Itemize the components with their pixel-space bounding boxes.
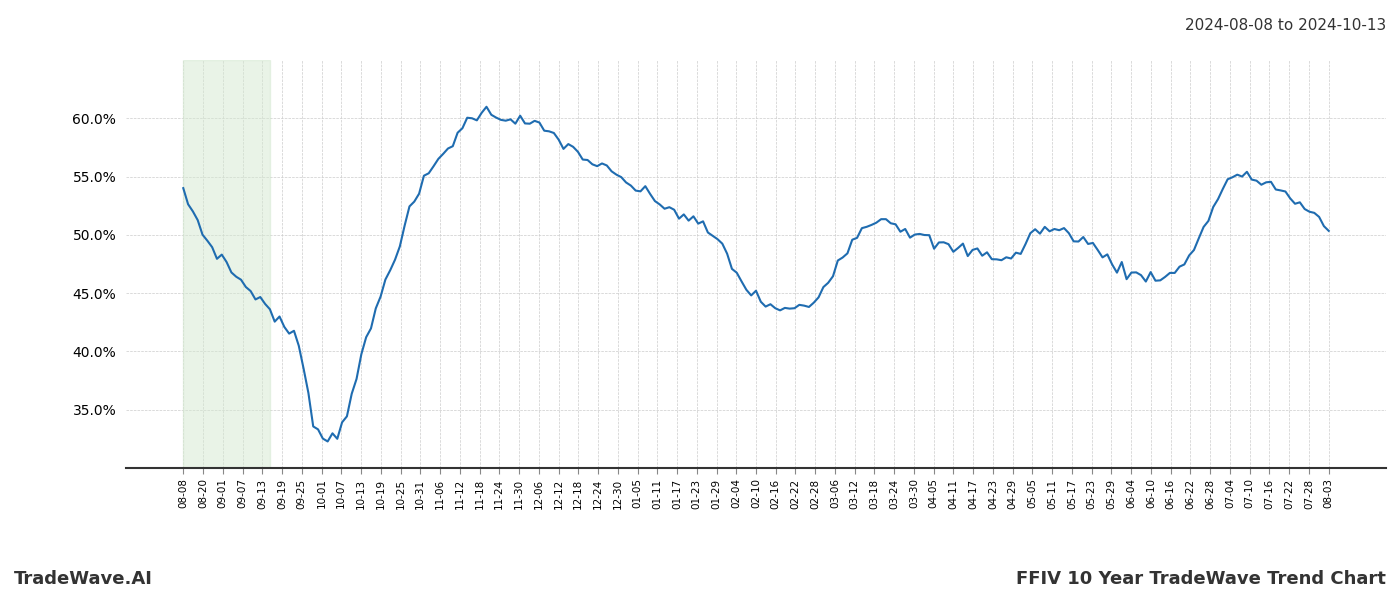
Text: 2024-08-08 to 2024-10-13: 2024-08-08 to 2024-10-13: [1184, 18, 1386, 33]
Bar: [183, 60, 270, 468]
Text: TradeWave.AI: TradeWave.AI: [14, 570, 153, 588]
Text: FFIV 10 Year TradeWave Trend Chart: FFIV 10 Year TradeWave Trend Chart: [1016, 570, 1386, 588]
